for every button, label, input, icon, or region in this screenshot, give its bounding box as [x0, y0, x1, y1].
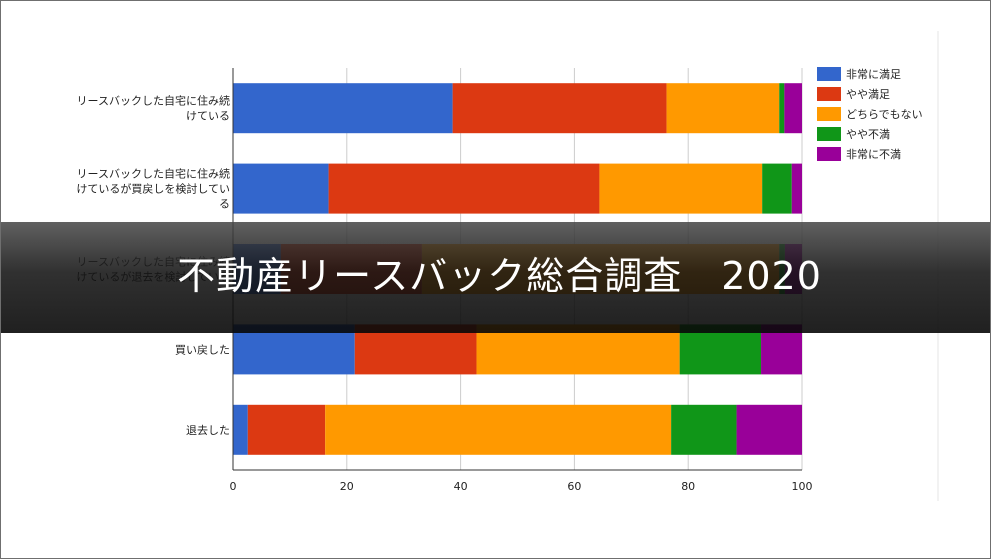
legend-label: 非常に満足 [846, 68, 901, 81]
title-banner: 不動産リースバック総合調査 2020 [1, 222, 990, 333]
legend-swatch [817, 147, 841, 161]
legend-swatch [817, 127, 841, 141]
x-tick-label: 20 [340, 480, 354, 493]
category-label: けているが買戻しを検討してい [76, 182, 230, 196]
category-label: けている [186, 110, 230, 123]
x-tick-label: 100 [792, 480, 813, 493]
category-label: 退去した [186, 424, 230, 437]
legend-label: 非常に不満 [846, 148, 901, 161]
bar-segment [233, 404, 248, 455]
bar-segment [791, 163, 802, 214]
bar-segment [762, 163, 792, 214]
x-tick-label: 40 [454, 480, 468, 493]
bar-segment [666, 83, 780, 134]
category-label: リースバックした自宅に住み続 [77, 167, 230, 181]
bar-segment [233, 163, 329, 214]
legend-swatch [817, 87, 841, 101]
bar-segment [671, 404, 737, 455]
legend-swatch [817, 67, 841, 81]
bar-segment [784, 83, 802, 134]
bar-segment [736, 404, 802, 455]
category-label: リースバックした自宅に住み続 [77, 94, 230, 108]
bar-segment [452, 83, 667, 134]
legend-swatch [817, 107, 841, 121]
category-label: る [219, 198, 230, 211]
banner-title: 不動産リースバック総合調査 2020 [177, 254, 822, 298]
bar-segment [325, 404, 672, 455]
x-tick-label: 0 [230, 480, 237, 493]
x-tick-label: 60 [567, 480, 581, 493]
bar-segment [233, 83, 453, 134]
legend-label: やや不満 [846, 128, 890, 141]
bar-segment [599, 163, 763, 214]
legend-label: やや満足 [846, 88, 890, 101]
bar-segment [247, 404, 326, 455]
legend-label: どちらでもない [846, 108, 923, 121]
x-tick-label: 80 [681, 480, 695, 493]
bar-segment [779, 83, 785, 134]
category-label: 買い戻した [175, 343, 230, 356]
bar-segment [328, 163, 600, 214]
